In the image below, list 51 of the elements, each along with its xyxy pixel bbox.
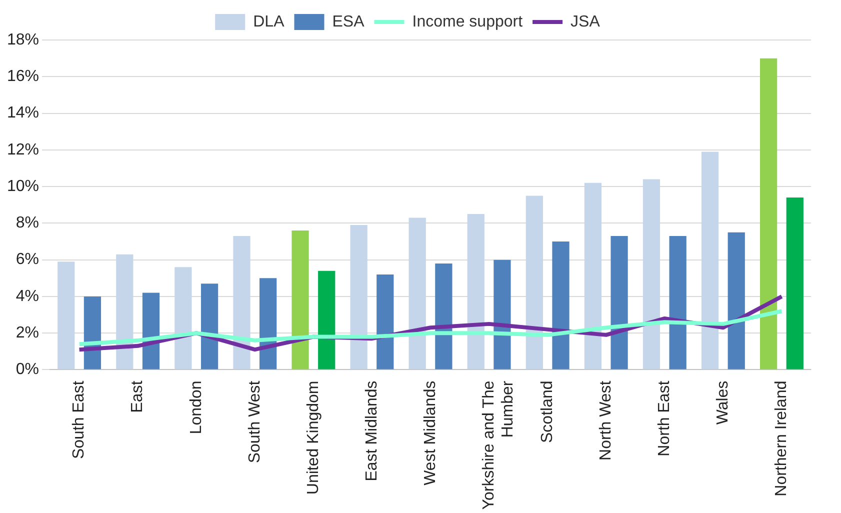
y-tick-label: 4% [16,288,40,305]
bar [116,254,134,370]
bar [642,179,660,370]
legend-label: DLA [253,13,285,30]
y-tick-label: 2% [16,324,40,342]
bar [350,225,368,370]
bar [669,236,686,370]
x-tick-label: South West [246,380,264,464]
bar [58,262,75,370]
x-tick-label: North East [656,380,674,456]
y-tick-label: 6% [16,251,40,268]
x-tick-label: Yorkshire and The Humber [480,380,517,510]
bar [760,58,778,370]
bar [467,214,484,370]
bar [610,236,628,370]
bar [200,284,218,370]
bar [376,274,394,370]
bar [292,230,309,370]
bar [526,196,543,370]
bar [584,182,602,370]
bar [435,263,452,370]
legend-label: JSA [570,13,600,30]
bar [233,236,250,370]
x-tick-label: Wales [714,380,732,425]
x-tick-label: North West [598,380,615,460]
bar [174,267,192,370]
y-tick-label: 16% [6,68,40,86]
x-tick-label: Northern Ireland [773,380,790,496]
legend-label: Income support [412,13,524,30]
bar [494,260,511,370]
bar [318,270,336,370]
x-tick-label: East [129,380,146,413]
bar [260,278,277,370]
y-tick-label: 8% [16,214,40,232]
x-tick-label: South East [70,380,88,460]
legend-label: ESA [332,13,365,30]
bar [408,218,426,370]
bar [728,232,745,370]
x-tick-label: United Kingdom [304,380,322,495]
y-tick-label: 12% [6,141,40,158]
bar [786,198,804,370]
x-tick-label: East Midlands [363,380,380,482]
x-tick-label: West Midlands [422,380,439,486]
y-tick-label: 14% [6,104,40,122]
bar [701,152,719,370]
y-tick-label: 0% [16,361,40,378]
bar [552,242,570,370]
y-tick-label: 10% [6,178,40,195]
x-tick-label: London [188,380,205,434]
x-tick-label: Scotland [538,380,556,443]
y-tick-label: 18% [6,31,40,48]
